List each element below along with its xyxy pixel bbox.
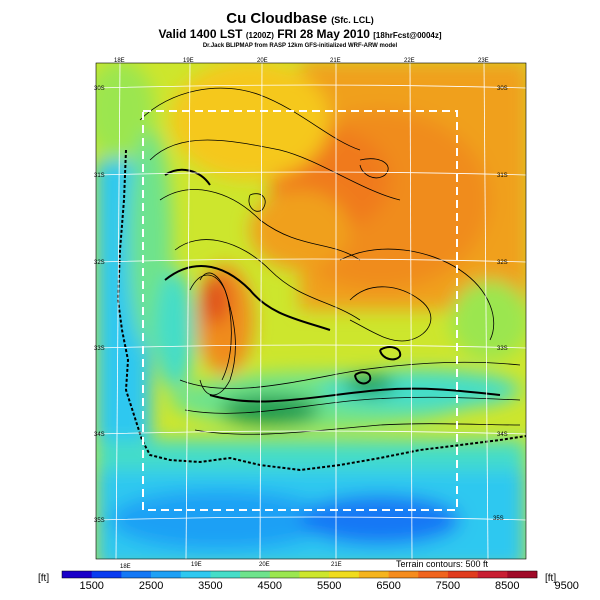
lat-label-right: 35S [493, 516, 504, 522]
colorbar-label: 2500 [139, 580, 163, 592]
lat-label-left: 32S [94, 260, 105, 266]
lon-label-bottom: 20E [259, 562, 270, 568]
lon-labels-top: 18E 19E 20E 21E 22E 23E [114, 58, 489, 64]
model-credit: Dr.Jack BLIPMAP from RASP 12km GFS-initi… [202, 43, 398, 49]
lat-labels: 30S 31S 32S 33S 34S 35S 30S 31S 32S 33S … [94, 86, 508, 524]
colorbar-swatch [151, 571, 182, 578]
lon-label-bottom: 18E [120, 564, 131, 570]
map-frame [95, 62, 527, 560]
valid-utc: (1200Z) [245, 31, 274, 40]
terrain-contours [139, 87, 521, 435]
colorbar-swatch [269, 571, 300, 578]
lat-label-right: 30S [497, 86, 508, 92]
colorbar-swatch [388, 571, 419, 578]
terrain-contours-bold [164, 168, 501, 403]
colorbar-swatch [62, 571, 92, 578]
valid-time: Valid 1400 LST [158, 27, 243, 41]
lon-label-top: 18E [114, 58, 125, 64]
valid-line: Valid 1400 LST (1200Z) FRI 28 May 2010 [… [0, 27, 600, 41]
map-field [96, 63, 526, 559]
lon-label-top: 23E [478, 58, 489, 64]
colorbar-outline [61, 570, 538, 579]
colorbar-swatch [121, 571, 152, 578]
lat-label-left: 30S [94, 86, 105, 92]
colorbar-swatch [180, 571, 211, 578]
colorbar-swatch [418, 571, 449, 578]
lon-label-top: 20E [257, 58, 268, 64]
colorbar-swatch [477, 571, 508, 578]
lat-label-left: 33S [94, 346, 105, 352]
forecast-info: [18hrFcst@0004z] [373, 31, 442, 40]
colorbar-swatch [240, 571, 271, 578]
lon-label-bottom: 21E [331, 562, 342, 568]
colorbar-swatch [447, 571, 478, 578]
colorbar-swatch [507, 571, 538, 578]
colorbar-label: 3500 [198, 580, 222, 592]
lon-label-bottom: 19E [191, 562, 202, 568]
colorbar-label: 8500 [495, 580, 519, 592]
graticule [96, 63, 526, 559]
title-suffix: (Sfc. LCL) [331, 15, 374, 25]
lat-label-left: 34S [94, 432, 105, 438]
colorbar [61, 570, 538, 579]
valid-date: FRI 28 May 2010 [277, 27, 370, 41]
lon-label-top: 22E [404, 58, 415, 64]
colorbar-swatch [329, 571, 360, 578]
colorbar-labels: 1500 2500 3500 4500 5500 6500 7500 8500 9500 [79, 580, 578, 592]
colorbar-label: 7500 [436, 580, 460, 592]
colorbar-label: 6500 [376, 580, 400, 592]
unit-label-left: [ft] [38, 573, 50, 584]
colorbar-swatch [91, 571, 122, 578]
title-main: Cu Cloudbase [226, 10, 328, 27]
inner-domain-box [142, 110, 458, 511]
coastline [116, 149, 526, 472]
map-title: Cu Cloudbase (Sfc. LCL) [0, 10, 600, 27]
lat-label-left: 31S [94, 173, 105, 179]
lon-label-top: 21E [330, 58, 341, 64]
colorbar-swatch [210, 571, 241, 578]
lat-label-right: 32S [497, 260, 508, 266]
lat-label-right: 33S [497, 346, 508, 352]
lon-labels-bottom: 18E 19E 20E 21E [120, 562, 342, 570]
lon-label-top: 19E [183, 58, 194, 64]
lat-label-right: 31S [497, 173, 508, 179]
lat-label-left: 35S [94, 518, 105, 524]
colorbar-label: 9500 [554, 580, 578, 592]
colorbar-swatch [358, 571, 389, 578]
colorbar-swatch [299, 571, 330, 578]
colorbar-label: 1500 [79, 580, 103, 592]
colorbar-label: 5500 [317, 580, 341, 592]
terrain-contour-note: Terrain contours: 500 ft [396, 559, 489, 569]
unit-label-right: [ft] [545, 573, 557, 584]
lat-label-right: 34S [497, 432, 508, 438]
colorbar-label: 4500 [258, 580, 282, 592]
